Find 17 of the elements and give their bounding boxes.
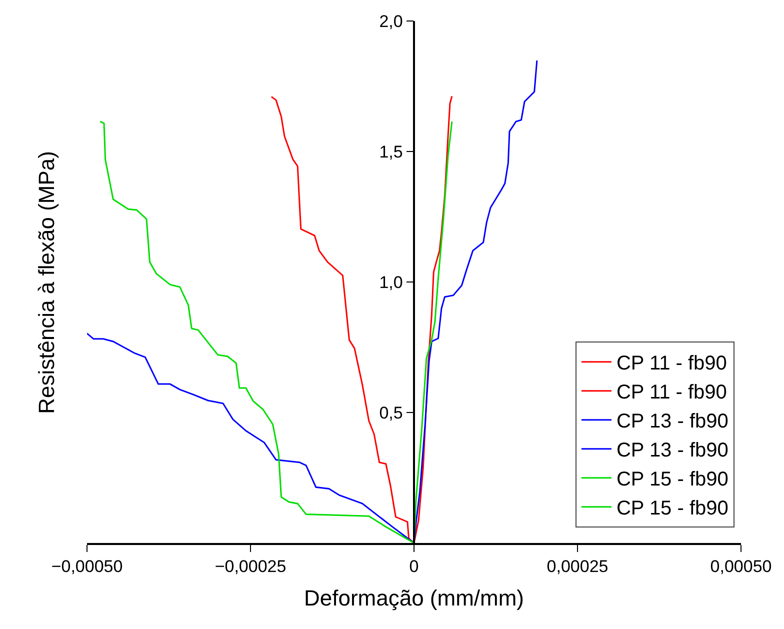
y-tick-label: 0,5 [379,403,403,422]
y-tick-label: 1,0 [379,272,403,292]
x-tick-label: −0,00025 [214,557,286,576]
y-tick-label: 1,5 [379,142,403,162]
legend-label: CP 15 - fb90 [616,498,728,520]
y-tick-label: 2,0 [379,12,403,31]
legend-label: CP 13 - fb90 [616,440,728,462]
x-tick-label: 0 [409,557,419,576]
x-axis-title: Deformação (mm/mm) [304,586,524,611]
legend-label: CP 11 - fb90 [616,382,727,404]
legend-label: CP 11 - fb90 [616,352,727,375]
x-tick-label: 0,00025 [546,557,608,576]
x-tick-label: 0,00050 [710,557,772,576]
x-tick-label: −0,00050 [51,557,123,576]
legend-label: CP 15 - fb90 [616,468,728,491]
legend-label: CP 13 - fb90 [616,410,728,433]
y-axis-title: Resistência à flexão (MPa) [34,151,59,414]
